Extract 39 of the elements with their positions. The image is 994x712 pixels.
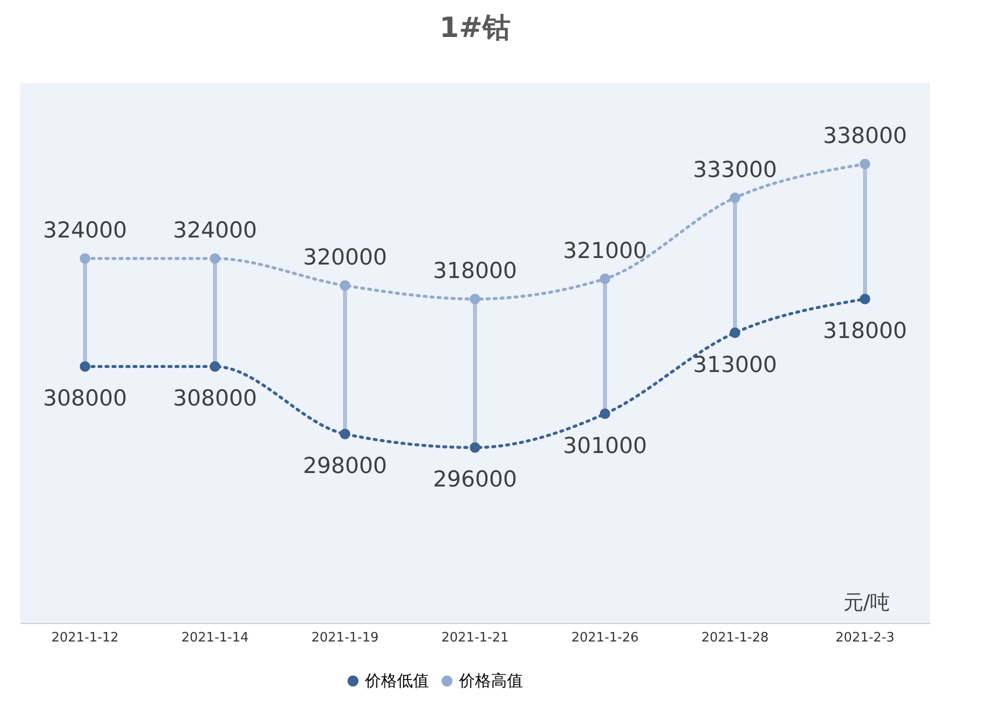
- point: [600, 274, 610, 284]
- x-tick-label: 2021-1-26: [571, 630, 639, 646]
- legend-label: 价格高值: [458, 671, 523, 690]
- point: [80, 253, 90, 264]
- x-tick-label: 2021-1-14: [181, 630, 249, 646]
- legend-label: 价格低值: [364, 671, 429, 690]
- x-tick-label: 2021-1-28: [701, 630, 769, 646]
- point: [210, 253, 220, 264]
- data-label: 308000: [43, 386, 127, 412]
- point: [340, 280, 350, 291]
- data-label: 324000: [173, 218, 257, 244]
- data-label: 313000: [693, 352, 777, 378]
- x-tick-label: 2021-2-3: [835, 630, 895, 646]
- point: [80, 361, 90, 372]
- y-axis-title: 元/吨: [843, 590, 890, 614]
- point: [210, 361, 220, 372]
- data-label: 338000: [823, 124, 907, 149]
- data-label: 301000: [563, 434, 647, 459]
- x-tick-label: 2021-1-19: [311, 630, 379, 646]
- point: [600, 408, 610, 419]
- data-label: 324000: [43, 218, 127, 244]
- point: [730, 328, 740, 338]
- data-label: 296000: [433, 468, 517, 492]
- data-label: 318000: [433, 259, 517, 284]
- x-tick-label: 2021-1-12: [51, 630, 119, 646]
- data-label: 308000: [173, 386, 257, 412]
- data-label: 318000: [823, 319, 907, 344]
- x-tick-label: 2021-1-21: [441, 630, 509, 646]
- point: [340, 428, 350, 440]
- point: [860, 294, 870, 304]
- data-label: 333000: [693, 158, 777, 183]
- point: [860, 158, 870, 170]
- point: [470, 442, 480, 453]
- data-label: 321000: [563, 238, 647, 264]
- point: [470, 294, 480, 304]
- point: [730, 192, 740, 203]
- data-label: 298000: [303, 454, 387, 479]
- chart-title: 1#钴: [440, 11, 510, 44]
- data-label: 320000: [303, 246, 387, 270]
